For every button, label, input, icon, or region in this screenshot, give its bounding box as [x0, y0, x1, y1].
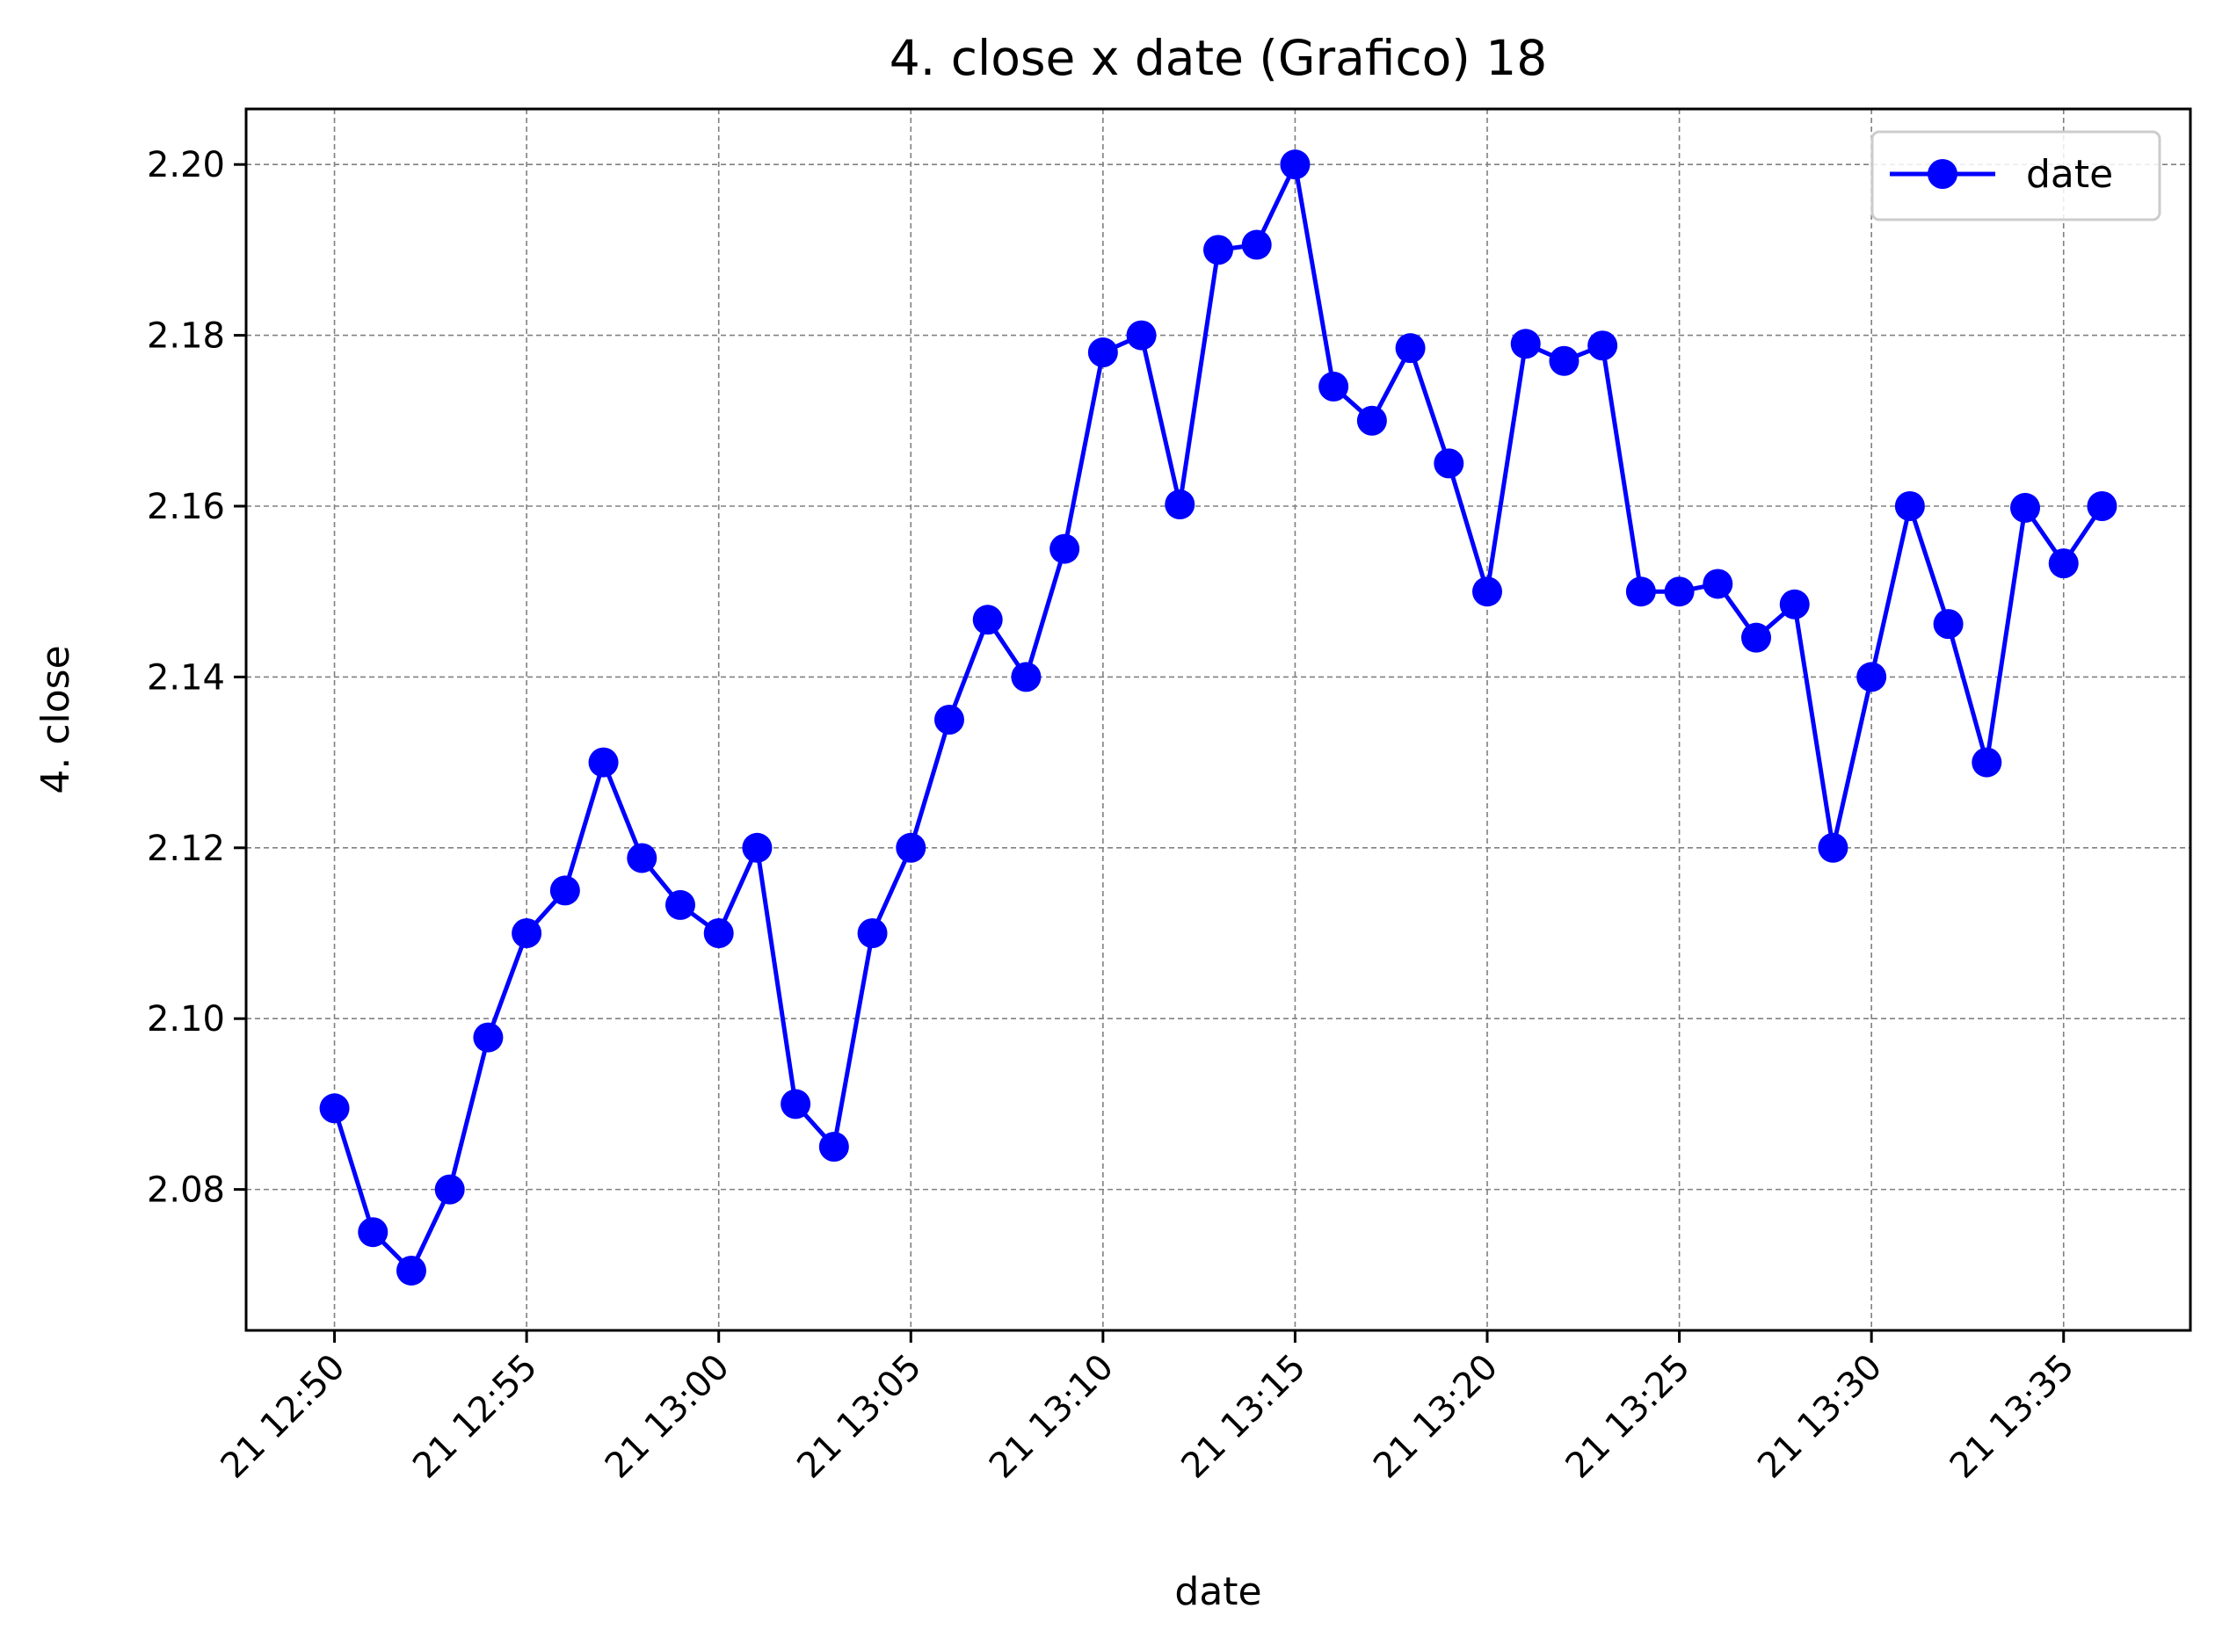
data-point: [1741, 622, 1772, 653]
data-point: [1779, 589, 1810, 620]
y-tick-label: 2.08: [147, 1170, 225, 1211]
data-point: [1933, 609, 1964, 640]
data-point: [781, 1089, 811, 1119]
data-point: [703, 918, 734, 949]
data-point: [972, 605, 1003, 635]
data-point: [473, 1022, 504, 1053]
data-point: [933, 705, 964, 735]
data-point: [1165, 489, 1195, 520]
y-tick-label: 2.18: [147, 316, 225, 357]
legend-label: date: [2026, 152, 2113, 197]
data-point: [2048, 548, 2079, 579]
data-point: [1472, 576, 1503, 607]
data-point: [1625, 576, 1656, 607]
data-point: [742, 832, 773, 863]
data-point: [1818, 832, 1848, 863]
y-tick-label: 2.12: [147, 829, 225, 869]
data-point: [627, 843, 657, 873]
legend-marker-swatch: [1928, 159, 1957, 189]
data-point: [818, 1132, 849, 1163]
data-point: [1087, 337, 1118, 368]
data-point: [1049, 533, 1080, 564]
data-point: [1011, 662, 1042, 692]
data-point: [1356, 405, 1387, 436]
data-point: [896, 832, 926, 863]
x-axis-label: date: [1174, 1569, 1261, 1614]
data-point: [434, 1174, 465, 1205]
y-tick-label: 2.10: [147, 999, 225, 1040]
data-point: [2087, 490, 2117, 521]
data-point: [1549, 345, 1580, 376]
y-tick-label: 2.20: [147, 145, 225, 185]
series-layer: [319, 149, 2117, 1286]
legend-box: [1870, 130, 2161, 221]
data-point: [1126, 320, 1157, 351]
data-point: [1241, 229, 1272, 260]
y-axis-label: 4. close: [33, 645, 78, 793]
y-tick-label: 2.16: [147, 487, 225, 527]
data-point: [1318, 371, 1349, 402]
legend: date: [1870, 130, 2161, 221]
plot-frame: [244, 107, 2192, 1332]
data-point: [358, 1217, 389, 1248]
data-point: [1703, 569, 1733, 599]
data-point: [1664, 576, 1695, 607]
data-point: [1203, 235, 1233, 265]
data-point: [1894, 490, 1925, 521]
data-point: [588, 747, 619, 778]
data-point: [664, 889, 695, 920]
data-point: [396, 1255, 426, 1286]
data-point: [1587, 330, 1618, 361]
data-point: [2010, 492, 2041, 523]
data-point: [1510, 329, 1541, 359]
data-point: [512, 918, 542, 949]
data-point: [1856, 662, 1887, 692]
data-point: [857, 918, 888, 949]
data-point: [1395, 333, 1426, 364]
data-point: [1972, 747, 2002, 778]
data-point: [1434, 448, 1464, 479]
data-point: [549, 875, 580, 906]
grid: [246, 109, 2190, 1330]
data-point: [1280, 149, 1311, 180]
y-tick-label: 2.14: [147, 657, 225, 698]
data-point: [319, 1093, 350, 1124]
chart-title: 4. close x date (Grafico) 18: [890, 30, 1548, 86]
